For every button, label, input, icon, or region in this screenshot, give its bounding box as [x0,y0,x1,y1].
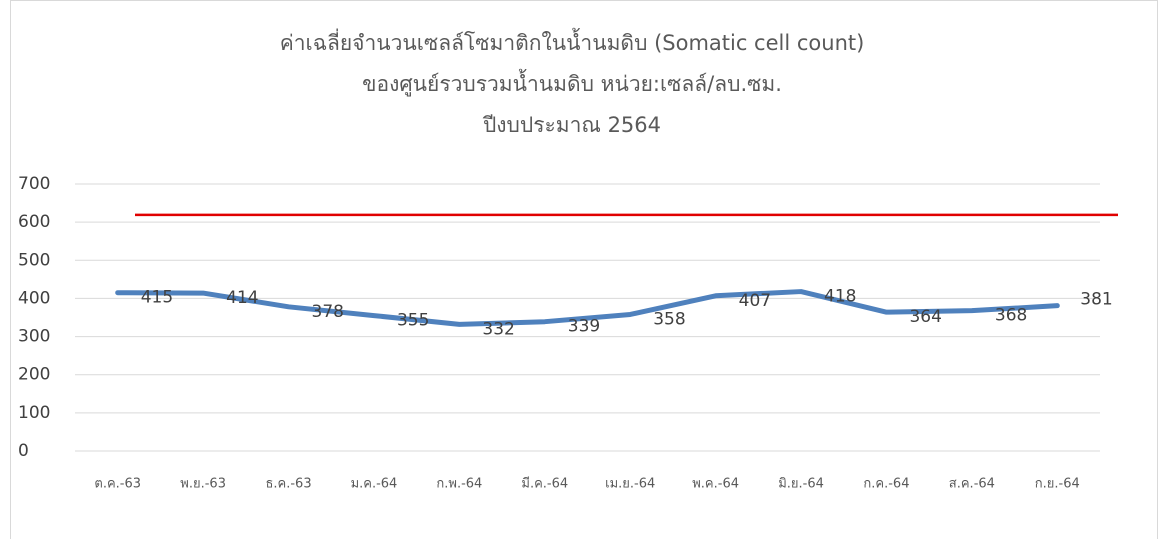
chart-title: ค่าเฉลี่ยจำนวนเซลล์โซมาติกในน้ำนมดิบ (So… [280,28,865,55]
y-tick-label: 500 [18,250,50,270]
x-tick-label: ม.ค.-64 [351,477,398,492]
x-tick-label: เม.ย.-64 [605,477,655,492]
x-tick-label: พ.ย.-63 [180,477,226,492]
x-tick-label: พ.ค.-64 [692,477,739,492]
data-label: 339 [568,317,600,337]
y-tick-label: 200 [18,365,50,385]
y-tick-label: 600 [18,212,50,232]
x-tick-label: มี.ค.-64 [521,476,568,492]
x-tick-label: ธ.ค.-63 [265,477,311,492]
y-tick-label: 400 [18,288,50,308]
y-tick-label: 300 [18,327,50,347]
data-line [115,289,1060,327]
data-label: 368 [995,306,1027,326]
x-tick-label: มิ.ย.-64 [778,477,824,492]
data-label: 414 [226,288,258,308]
x-tick-label: ก.ย.-64 [1035,477,1080,492]
data-label: 378 [312,302,344,322]
x-tick-label: ก.ค.-64 [863,477,909,492]
data-label: 407 [739,291,771,311]
x-tick-label: ก.พ.-64 [436,477,482,492]
data-label: 364 [909,307,941,327]
y-tick-label: 0 [18,441,29,461]
chart-title: ของศูนย์รวบรวมน้ำนมดิบ หน่วย:เซลล์/ลบ.ซม… [362,69,782,97]
x-tick-label: ส.ค.-64 [949,477,995,492]
data-label: 415 [141,288,173,308]
data-label: 332 [482,319,514,339]
x-tick-label: ต.ค.-63 [94,477,141,492]
data-label: 358 [653,309,685,329]
y-tick-label: 100 [18,403,50,423]
y-tick-label: 700 [18,174,50,194]
data-label: 355 [397,311,429,331]
chart-title: ปีงบประมาณ 2564 [482,113,661,137]
data-label: 381 [1080,290,1112,310]
data-label: 418 [824,287,856,307]
